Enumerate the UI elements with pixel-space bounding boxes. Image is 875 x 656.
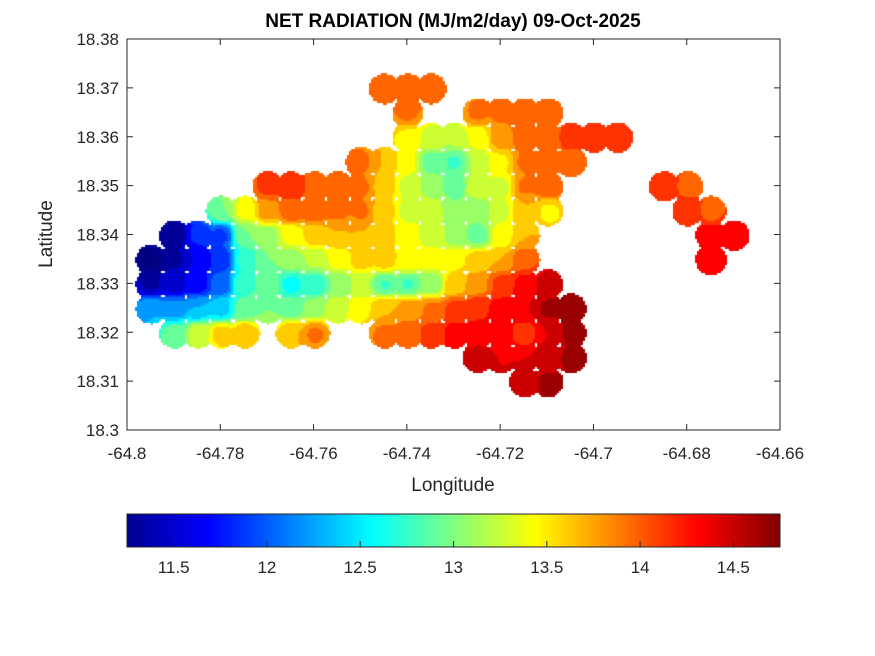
y-tick-label: 18.33	[76, 274, 119, 293]
x-tick-label: -64.72	[476, 444, 524, 463]
x-tick-label: -64.76	[289, 444, 337, 463]
y-tick-label: 18.38	[76, 30, 119, 49]
colorbar-tick-label: 12.5	[344, 558, 377, 577]
x-axis-label: Longitude	[411, 475, 494, 496]
net-radiation-heatmap	[127, 39, 780, 430]
y-axis: 18.3 18.31 18.32 18.33 18.34 18.35 18.36 18.37 1…	[76, 30, 780, 440]
chart-title: NET RADIATION (MJ/m2/day) 09-Oct-2025	[265, 11, 641, 32]
x-tick-label: -64.8	[108, 444, 147, 463]
x-tick-label: -64.78	[196, 444, 244, 463]
colorbar-tick-label: 11.5	[158, 558, 190, 577]
y-tick-label: 18.3	[86, 421, 119, 440]
y-tick-label: 18.35	[76, 177, 119, 196]
colorbar-tick-label: 13.5	[530, 558, 563, 577]
colorbar-ticks: 11.5 12 12.5 13 13.5 14 14.5	[158, 541, 750, 577]
colorbar-tick-label: 14.5	[717, 558, 750, 577]
y-tick-label: 18.34	[76, 226, 119, 245]
x-tick-label: -64.7	[574, 444, 613, 463]
x-axis: -64.8 -64.78 -64.76 -64.74 -64.72 -64.7 -64.68…	[108, 39, 804, 463]
y-tick-label: 18.32	[76, 323, 119, 342]
x-tick-label: -64.74	[383, 444, 431, 463]
colorbar-tick-label: 13	[444, 558, 463, 577]
x-tick-label: -64.66	[756, 444, 804, 463]
y-tick-label: 18.36	[76, 128, 119, 147]
x-tick-label: -64.68	[663, 444, 711, 463]
y-tick-label: 18.31	[76, 372, 119, 391]
colorbar-tick-label: 12	[257, 558, 276, 577]
y-tick-label: 18.37	[76, 79, 119, 98]
y-axis-label: Latitude	[36, 200, 57, 268]
colorbar-tick-label: 14	[631, 558, 650, 577]
